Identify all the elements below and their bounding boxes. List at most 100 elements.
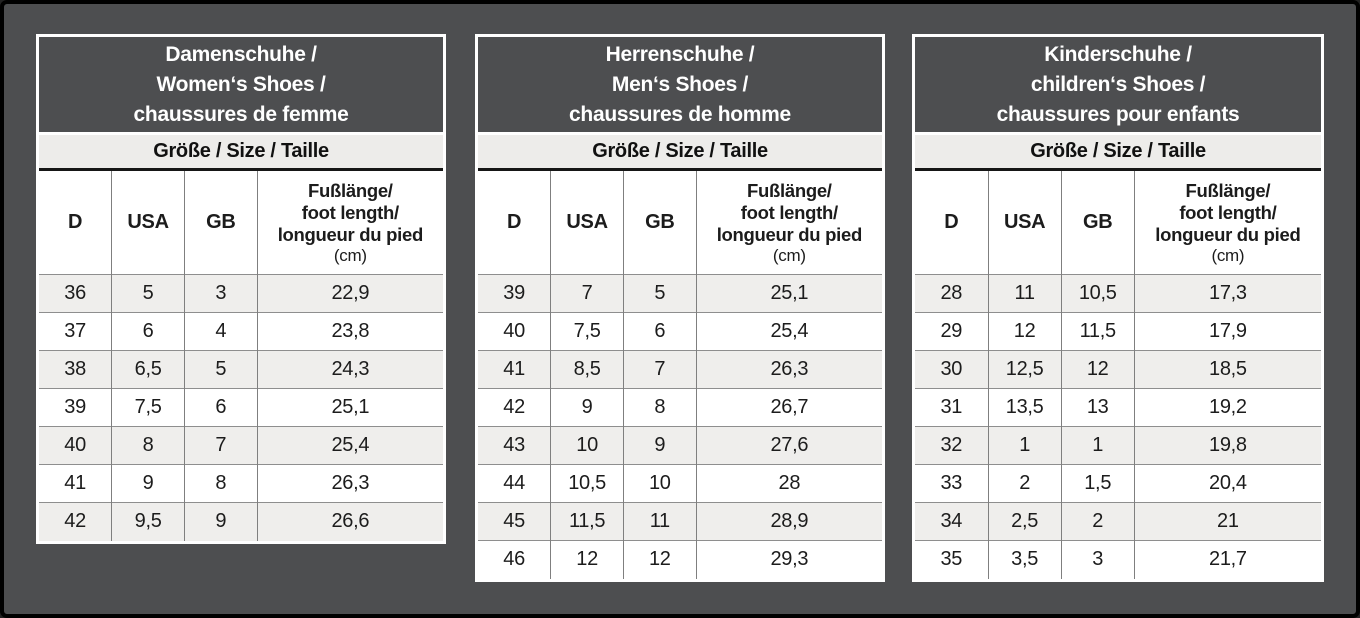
cell-footlength: 18,5 — [1133, 350, 1321, 389]
cell-d: 31 — [915, 388, 989, 427]
cell-usa: 8 — [111, 426, 185, 465]
title-line-en: children‘s Shoes / — [1030, 72, 1206, 96]
col-header-footlength: Fußlänge/ foot length/ longueur du pied … — [695, 171, 882, 275]
cell-d: 29 — [915, 312, 989, 351]
table-row: 39 7,5 6 25,1 — [39, 388, 443, 427]
foot-unit: (cm) — [333, 246, 367, 265]
title-line-fr: chaussures de homme — [569, 102, 791, 126]
cell-d: 44 — [478, 464, 551, 503]
foot-label-de: Fußlänge/ — [307, 180, 393, 201]
table-row: 45 11,5 11 28,9 — [478, 502, 882, 541]
cell-gb: 13 — [1060, 388, 1135, 427]
foot-label-fr: longueur du pied — [1155, 224, 1301, 245]
title-line-de: Herrenschuhe / — [605, 42, 755, 66]
cell-usa: 6 — [111, 312, 185, 351]
men-size-band: Größe / Size / Taille — [478, 135, 882, 171]
table-row: 36 5 3 22,9 — [39, 274, 443, 313]
cell-gb: 6 — [183, 388, 258, 427]
cell-d: 28 — [915, 274, 989, 313]
cell-usa: 5 — [111, 274, 185, 313]
cell-d: 40 — [478, 312, 551, 351]
cell-footlength: 26,3 — [256, 464, 443, 503]
table-row: 35 3,5 3 21,7 — [915, 540, 1321, 579]
table-row: 32 1 1 19,8 — [915, 426, 1321, 465]
col-header-d: D — [915, 171, 989, 275]
table-row: 40 7,5 6 25,4 — [478, 312, 882, 351]
column-header-row: D USA GB Fußlänge/ foot length/ longueur… — [39, 171, 443, 275]
table-row: 37 6 4 23,8 — [39, 312, 443, 351]
cell-usa: 2 — [987, 464, 1062, 503]
cell-gb: 8 — [622, 388, 697, 427]
men-table-title: Herrenschuhe / Men‘s Shoes / chaussures … — [478, 37, 882, 135]
table-row: 28 11 10,5 17,3 — [915, 274, 1321, 313]
men-size-grid: D USA GB Fußlänge/ foot length/ longueur… — [478, 171, 882, 579]
cell-gb: 11 — [622, 502, 697, 541]
cell-usa: 7 — [550, 274, 624, 313]
title-line-de: Damenschuhe / — [165, 42, 317, 66]
title-line-fr: chaussures pour enfants — [996, 102, 1240, 126]
cell-gb: 8 — [183, 464, 258, 503]
table-row: 42 9,5 9 26,6 — [39, 502, 443, 541]
cell-usa: 2,5 — [987, 502, 1062, 541]
cell-footlength: 25,4 — [695, 312, 882, 351]
cell-d: 33 — [915, 464, 989, 503]
cell-gb: 1,5 — [1060, 464, 1135, 503]
table-row: 46 12 12 29,3 — [478, 540, 882, 579]
cell-footlength: 19,8 — [1133, 426, 1321, 465]
foot-label-en: foot length/ — [301, 202, 399, 223]
table-row: 33 2 1,5 20,4 — [915, 464, 1321, 503]
cell-footlength: 26,7 — [695, 388, 882, 427]
cell-gb: 5 — [622, 274, 697, 313]
cell-d: 45 — [478, 502, 551, 541]
foot-label-en: foot length/ — [1179, 202, 1277, 223]
cell-d: 38 — [39, 350, 112, 389]
cell-usa: 10 — [550, 426, 624, 465]
men-table-body: 39 7 5 25,1 40 7,5 6 25,4 41 8,5 7 26,3 … — [478, 274, 882, 579]
cell-d: 39 — [39, 388, 112, 427]
table-row: 41 9 8 26,3 — [39, 464, 443, 503]
cell-footlength: 27,6 — [695, 426, 882, 465]
cell-d: 46 — [478, 540, 551, 579]
women-size-grid: D USA GB Fußlänge/ foot length/ longueur… — [39, 171, 443, 541]
cell-gb: 10,5 — [1060, 274, 1135, 313]
table-row: 34 2,5 2 21 — [915, 502, 1321, 541]
col-header-d: D — [39, 171, 112, 275]
cell-footlength: 28 — [695, 464, 882, 503]
cell-gb: 11,5 — [1060, 312, 1135, 351]
cell-d: 41 — [39, 464, 112, 503]
cell-gb: 3 — [1060, 540, 1135, 579]
cell-usa: 12 — [550, 540, 624, 579]
foot-label-fr: longueur du pied — [716, 224, 863, 245]
cell-usa: 12,5 — [987, 350, 1062, 389]
title-line-en: Men‘s Shoes / — [611, 72, 749, 96]
col-header-gb: GB — [183, 171, 258, 275]
cell-usa: 11 — [987, 274, 1062, 313]
cell-usa: 9 — [550, 388, 624, 427]
cell-usa: 9 — [111, 464, 185, 503]
foot-label-de: Fußlänge/ — [1185, 180, 1271, 201]
cell-d: 34 — [915, 502, 989, 541]
cell-gb: 1 — [1060, 426, 1135, 465]
cell-d: 32 — [915, 426, 989, 465]
cell-footlength: 25,1 — [256, 388, 443, 427]
cell-footlength: 17,3 — [1133, 274, 1321, 313]
table-row: 42 9 8 26,7 — [478, 388, 882, 427]
cell-gb: 5 — [183, 350, 258, 389]
cell-footlength: 22,9 — [256, 274, 443, 313]
cell-gb: 2 — [1060, 502, 1135, 541]
children-table-title: Kinderschuhe / children‘s Shoes / chauss… — [915, 37, 1321, 135]
cell-footlength: 28,9 — [695, 502, 882, 541]
children-shoes-table: Kinderschuhe / children‘s Shoes / chauss… — [912, 34, 1324, 582]
table-row: 44 10,5 10 28 — [478, 464, 882, 503]
col-header-d: D — [478, 171, 551, 275]
cell-usa: 11,5 — [550, 502, 624, 541]
col-header-usa: USA — [111, 171, 185, 275]
cell-usa: 3,5 — [987, 540, 1062, 579]
children-size-band: Größe / Size / Taille — [915, 135, 1321, 171]
foot-label-fr: longueur du pied — [277, 224, 424, 245]
cell-usa: 7,5 — [550, 312, 624, 351]
cell-gb: 7 — [622, 350, 697, 389]
title-line-de: Kinderschuhe / — [1044, 42, 1192, 66]
cell-usa: 6,5 — [111, 350, 185, 389]
